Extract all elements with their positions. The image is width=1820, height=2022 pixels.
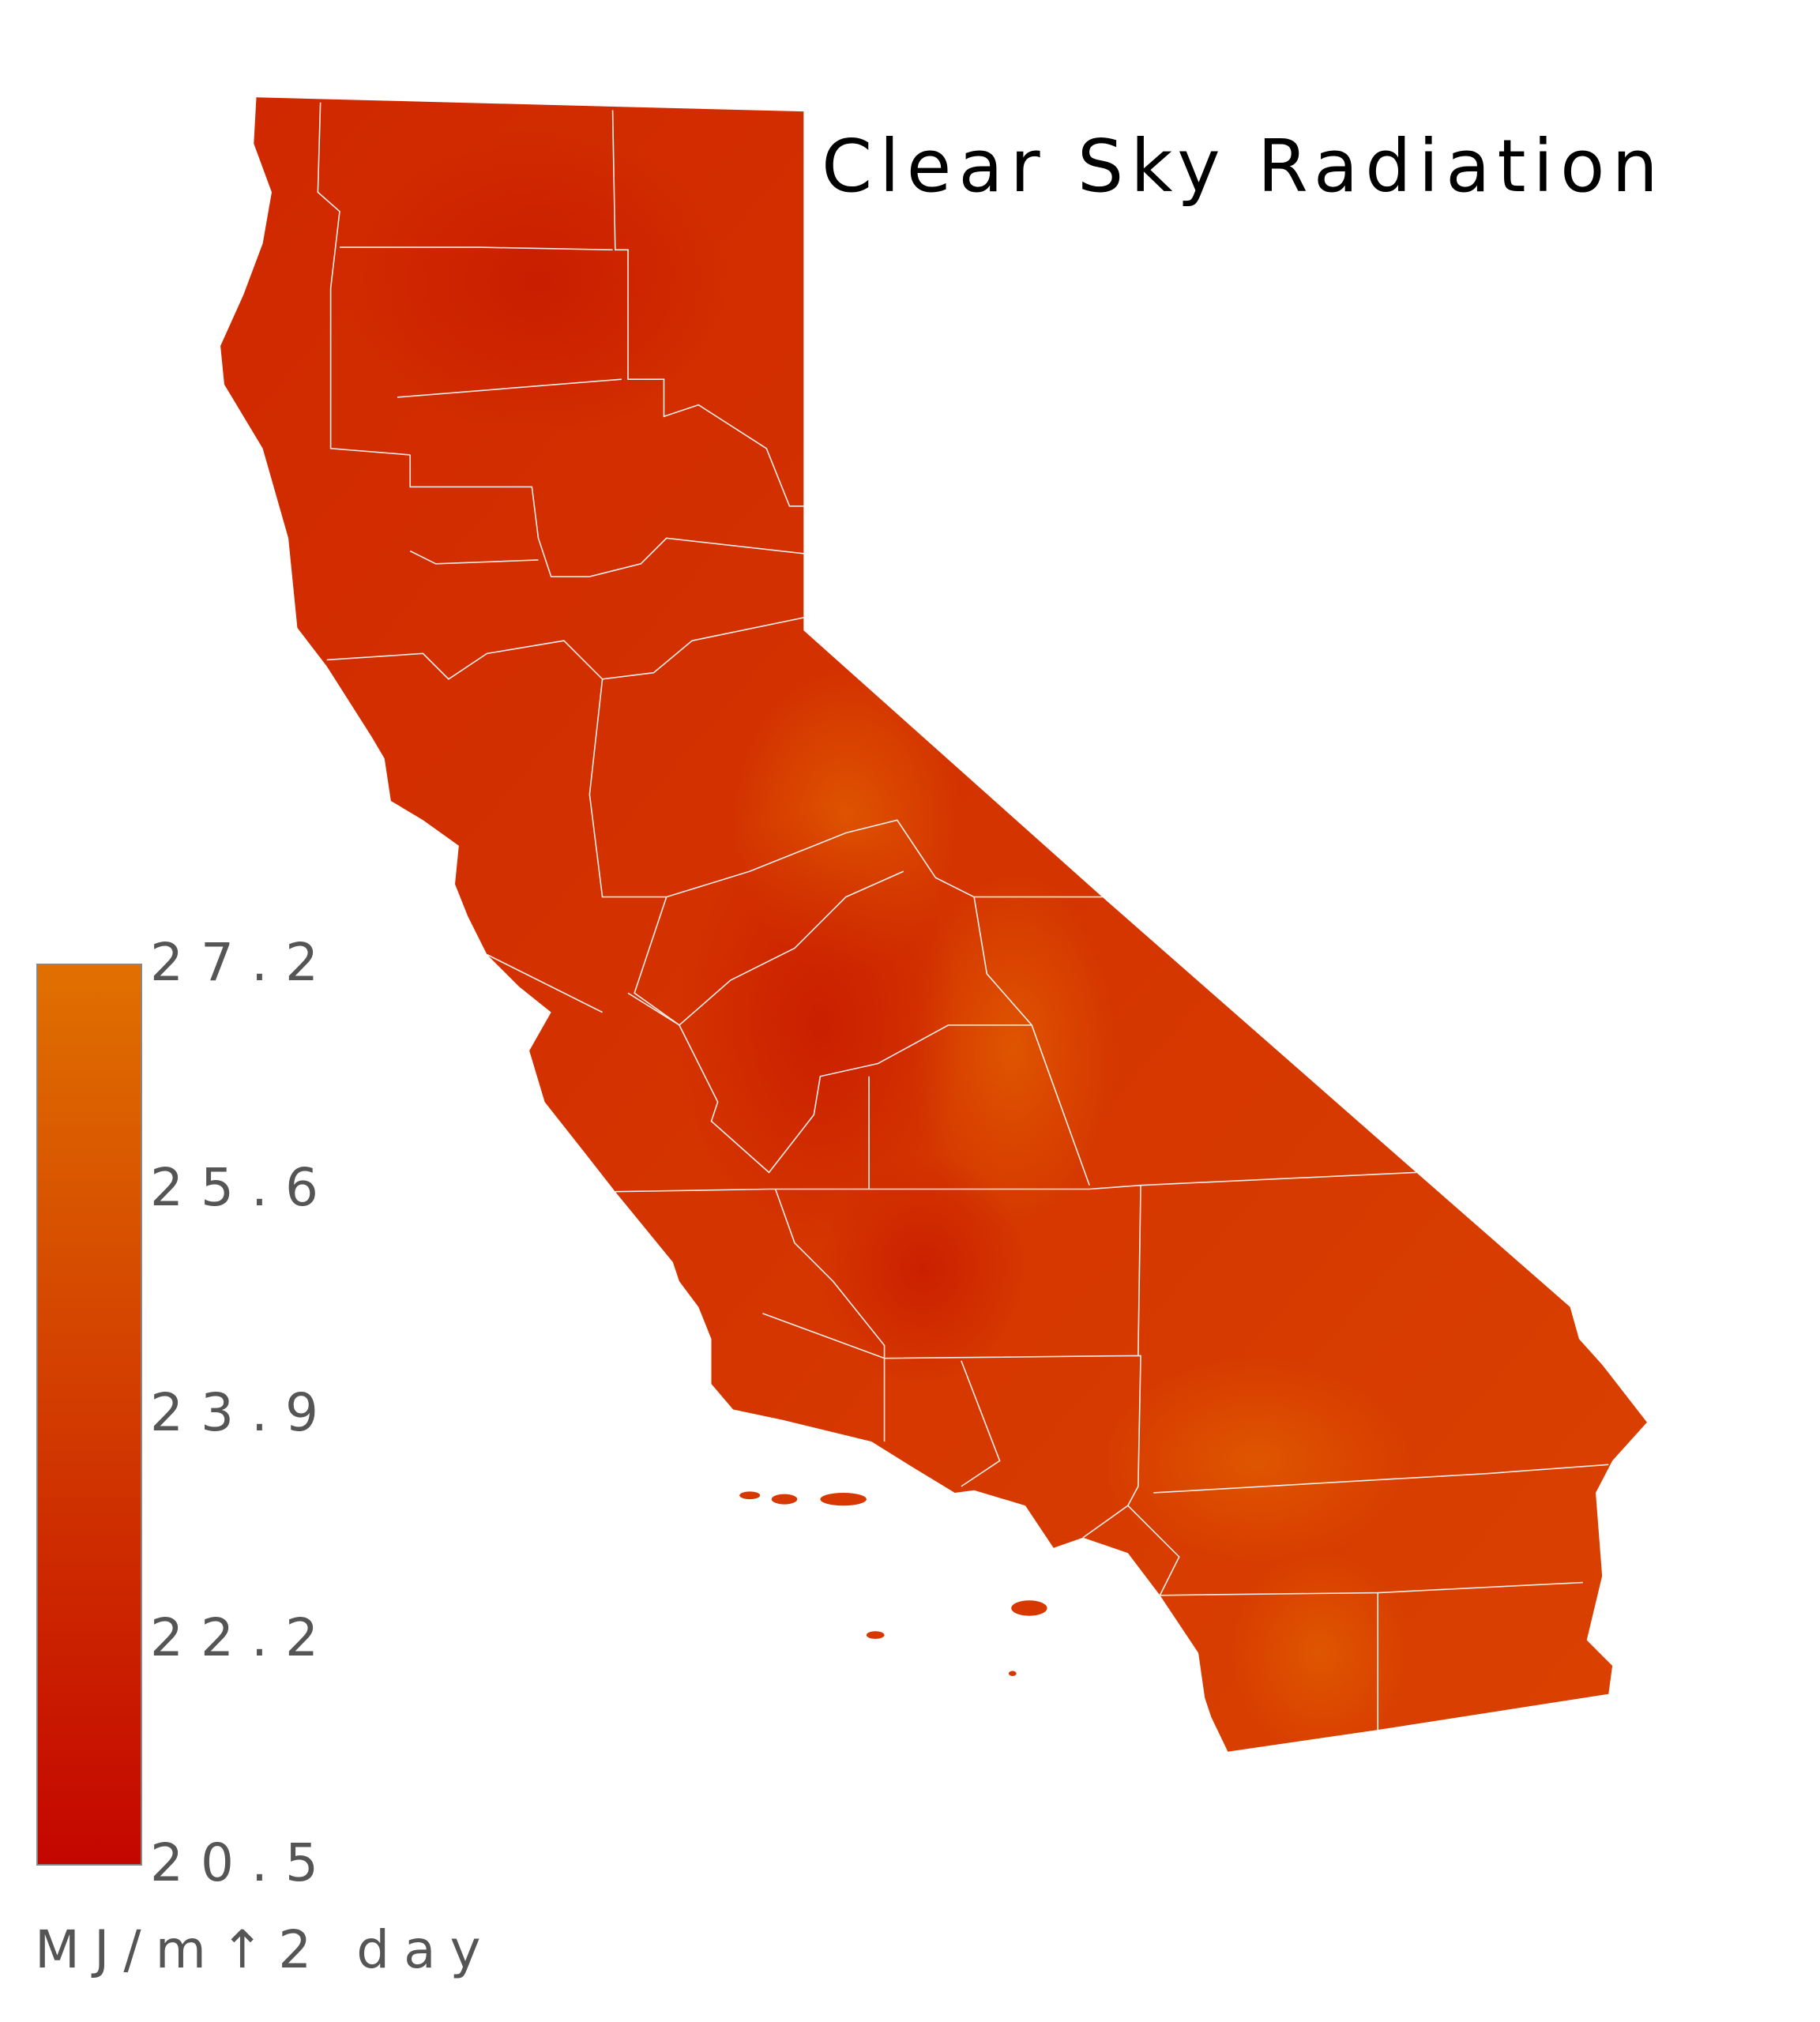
colorbar-tick: 25.6: [150, 1157, 336, 1218]
island-san-nicolas: [1008, 1671, 1017, 1676]
colorbar-unit-label: MJ/m↑2 day: [35, 1919, 495, 1980]
map-title: Clear Sky Radiation: [822, 124, 1665, 209]
colorbar-tick-max: 27.2: [150, 932, 336, 993]
colorbar: [36, 964, 142, 1866]
island-santa-cruz: [820, 1492, 867, 1506]
colorbar-tick-min: 20.5: [150, 1832, 336, 1893]
island-santa-rosa: [771, 1494, 798, 1505]
island-santa-catalina: [1011, 1600, 1047, 1616]
island-san-miguel: [739, 1491, 761, 1500]
san-diego-mountains-region: [1230, 1550, 1410, 1752]
colorbar-tick: 23.9: [150, 1382, 336, 1443]
north-region: [346, 128, 731, 436]
state-shape: [220, 97, 1647, 1752]
channel-islands: [739, 1491, 1047, 1676]
central-valley-region: [679, 807, 961, 1243]
island-san-clemente: [866, 1631, 885, 1639]
desert-region: [1102, 1358, 1410, 1564]
eastern-sierra-region: [910, 871, 1115, 1231]
county-boundaries: [317, 102, 1609, 1731]
colorbar-tick: 22.2: [150, 1607, 336, 1668]
southern-valley-region: [820, 1153, 1026, 1385]
